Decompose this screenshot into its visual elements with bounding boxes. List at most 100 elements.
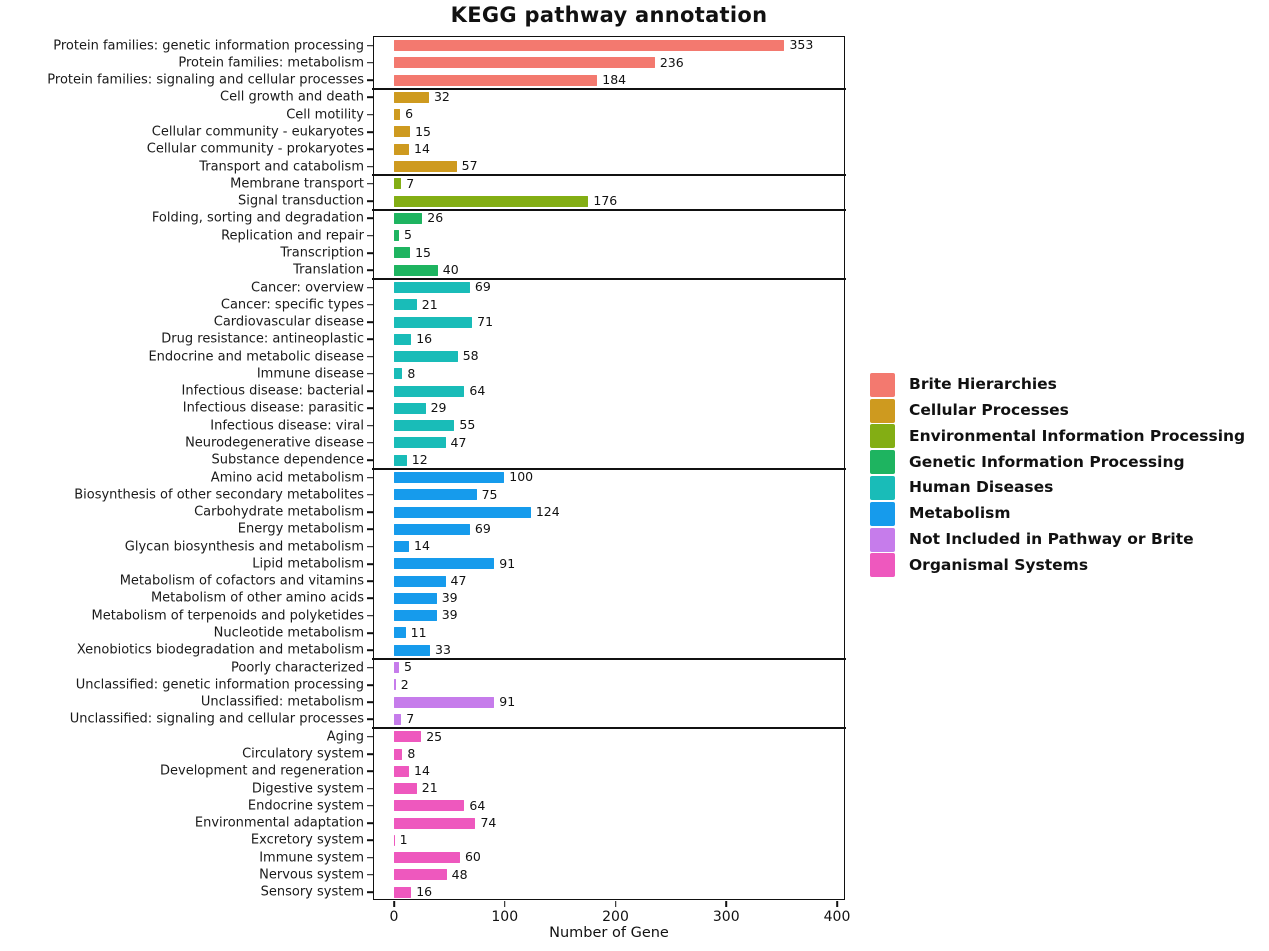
category-label: Folding, sorting and degradation <box>151 210 364 226</box>
bar <box>393 834 395 846</box>
category-label: Drug resistance: antineoplastic <box>161 331 364 347</box>
y-axis-tick <box>366 597 373 600</box>
legend-item: Human Diseases <box>870 475 1245 501</box>
bar <box>393 886 412 898</box>
x-tick-label: 400 <box>823 909 851 925</box>
bar-row: Circulatory system 8 <box>242 745 844 762</box>
x-tick-label: 0 <box>389 909 399 925</box>
bar <box>393 852 460 864</box>
value-label: 8 <box>407 365 416 381</box>
bar-row: Transport and catabolism 57 <box>199 158 844 175</box>
value-label: 39 <box>441 607 458 623</box>
bar-row: Biosynthesis of other secondary metaboli… <box>74 486 844 503</box>
category-label: Carbohydrate metabolism <box>194 504 364 520</box>
value-label: 21 <box>421 780 438 796</box>
legend-item: Environmental Information Processing <box>870 424 1245 450</box>
y-axis-tick <box>366 459 373 461</box>
bar <box>393 230 400 242</box>
legend-label: Metabolism <box>909 504 1011 523</box>
value-label: 353 <box>789 37 814 53</box>
y-axis-tick <box>366 234 373 237</box>
bar <box>393 506 531 518</box>
value-label: 16 <box>416 331 433 347</box>
bar-row: Digestive system 21 <box>252 780 844 797</box>
group-divider-line <box>372 208 846 211</box>
value-label: 124 <box>535 503 560 519</box>
value-label: 48 <box>451 866 468 882</box>
category-label: Cell motility <box>286 107 364 123</box>
value-label: 29 <box>430 400 447 416</box>
x-axis-tick <box>836 901 838 907</box>
bar <box>393 454 407 466</box>
bar <box>393 282 470 293</box>
bar-row: Cancer: specific types 21 <box>221 296 844 313</box>
value-label: 6 <box>405 106 414 122</box>
y-axis-tick <box>366 131 373 133</box>
category-label: Circulatory system <box>242 746 364 762</box>
bar <box>393 247 411 259</box>
value-label: 16 <box>416 883 433 899</box>
legend-label: Cellular Processes <box>909 400 1069 419</box>
y-axis-tick <box>366 649 373 652</box>
y-axis-tick <box>366 494 373 496</box>
bar-row: Immune system 60 <box>259 849 844 866</box>
category-label: Protein families: signaling and cellular… <box>47 72 364 88</box>
bar-row: Infectious disease: parasitic 29 <box>183 400 844 417</box>
bar-row: Unclassified: signaling and cellular pro… <box>70 711 844 728</box>
value-label: 25 <box>426 728 443 744</box>
value-label: 58 <box>462 348 479 364</box>
value-label: 15 <box>415 123 432 139</box>
y-axis-tick <box>366 856 373 859</box>
y-axis-tick <box>366 321 373 323</box>
y-axis-tick <box>366 476 373 479</box>
legend-swatch <box>870 527 895 552</box>
bar <box>393 195 589 207</box>
value-label: 74 <box>480 814 497 830</box>
x-axis-tick <box>393 901 395 907</box>
value-label: 39 <box>441 590 458 606</box>
bar-row: Protein families: genetic information pr… <box>53 37 844 54</box>
category-label: Sensory system <box>260 884 364 900</box>
bar-row: Cancer: overview 69 <box>251 279 844 296</box>
bar-row: Carbohydrate metabolism 124 <box>194 503 844 520</box>
x-axis-tick <box>614 901 617 907</box>
bar-row: Glycan biosynthesis and metabolism 14 <box>125 538 844 555</box>
bar <box>393 109 401 121</box>
value-label: 91 <box>499 693 516 709</box>
bar-row: Translation 40 <box>293 262 844 279</box>
y-axis-tick <box>366 286 373 289</box>
bar <box>393 662 400 674</box>
y-axis-tick <box>366 165 373 168</box>
category-label: Endocrine and metabolic disease <box>148 349 364 365</box>
bar-row: Protein families: signaling and cellular… <box>47 72 844 89</box>
y-axis-tick <box>366 580 373 582</box>
category-label: Cardiovascular disease <box>213 314 364 330</box>
bar <box>393 523 470 535</box>
y-axis-tick <box>366 666 373 669</box>
category-label: Protein families: metabolism <box>178 55 364 71</box>
bar <box>393 800 465 812</box>
category-label: Cellular community - eukaryotes <box>151 124 364 140</box>
y-axis-tick <box>366 805 373 807</box>
bar <box>393 333 412 345</box>
category-label: Environmental adaptation <box>194 815 364 831</box>
value-label: 5 <box>404 659 412 675</box>
category-label: Glycan biosynthesis and metabolism <box>124 539 364 555</box>
bar-row: Substance dependence 12 <box>212 452 844 469</box>
category-label: Infectious disease: bacterial <box>181 383 364 399</box>
group-section: Folding, sorting and degradation 26 Replic… <box>152 210 846 280</box>
y-axis-tick <box>366 822 373 824</box>
value-label: 71 <box>477 313 494 329</box>
category-label: Unclassified: genetic information proces… <box>75 677 364 693</box>
y-axis-tick <box>366 684 373 686</box>
y-axis-tick <box>366 545 373 548</box>
y-axis-tick <box>366 735 373 738</box>
bar <box>393 126 411 138</box>
bar <box>393 402 426 414</box>
bar-row: Cell motility 6 <box>286 106 844 123</box>
bar-row: Replication and repair 5 <box>221 227 844 244</box>
group-divider-line <box>372 87 846 90</box>
group-section: Protein families: genetic information pr… <box>47 37 846 90</box>
y-axis-tick <box>366 200 373 202</box>
category-label: Infectious disease: viral <box>210 418 364 434</box>
